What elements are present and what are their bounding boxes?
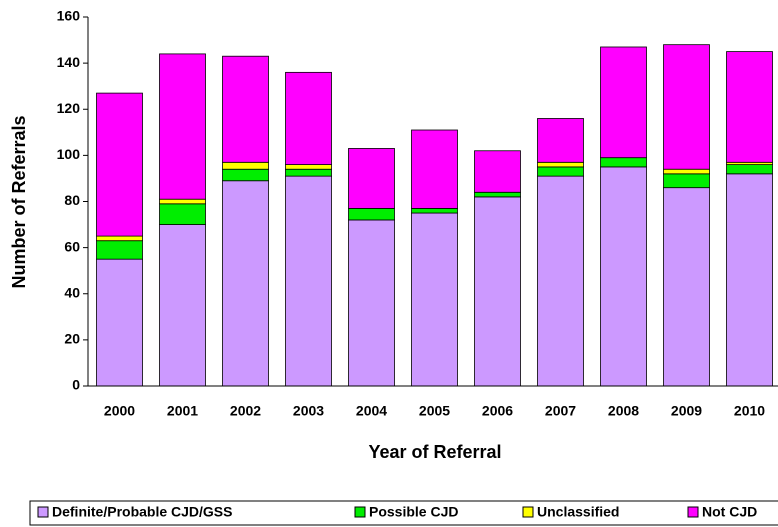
- legend-label: Possible CJD: [369, 504, 458, 520]
- bar-segment: [474, 196, 521, 387]
- y-tick-label: 0: [72, 377, 80, 393]
- bar-segment: [96, 240, 143, 260]
- bar-segment: [222, 55, 269, 163]
- bar-segment: [159, 53, 206, 200]
- bar-segment: [159, 203, 206, 225]
- y-tick-label: 80: [64, 192, 80, 208]
- legend-swatch: [37, 506, 49, 518]
- x-tick-label: 2003: [293, 403, 324, 419]
- bar-segment: [663, 173, 710, 189]
- bar-segment: [96, 258, 143, 387]
- x-tick-label: 2006: [482, 403, 513, 419]
- bar-segment: [222, 168, 269, 182]
- bar-segment: [285, 175, 332, 387]
- legend-swatch: [354, 506, 366, 518]
- x-tick-label: 2010: [734, 403, 765, 419]
- bar-segment: [348, 148, 395, 209]
- bar-segment: [726, 164, 773, 175]
- y-tick-label: 20: [64, 331, 80, 347]
- bar-segment: [411, 129, 458, 209]
- x-tick-label: 2007: [545, 403, 576, 419]
- x-tick-label: 2005: [419, 403, 450, 419]
- bar-segment: [663, 168, 710, 175]
- bar-segment: [348, 208, 395, 221]
- bar-segment: [537, 175, 584, 387]
- bar-segment: [159, 198, 206, 205]
- x-tick-label: 2002: [230, 403, 261, 419]
- y-tick-label: 120: [57, 100, 81, 116]
- y-tick-label: 140: [57, 54, 81, 70]
- bar-segment: [537, 118, 584, 163]
- bar-segment: [222, 161, 269, 170]
- x-tick-label: 2004: [356, 403, 387, 419]
- bar-segment: [726, 51, 773, 163]
- y-axis-title: Number of Referrals: [9, 115, 29, 288]
- bar-segment: [600, 46, 647, 159]
- x-tick-label: 2009: [671, 403, 702, 419]
- bar-segment: [663, 44, 710, 170]
- bar-segment: [411, 212, 458, 387]
- y-tick-label: 40: [64, 284, 80, 300]
- bar-segment: [600, 166, 647, 387]
- bar-segment: [537, 166, 584, 177]
- legend-swatch: [687, 506, 699, 518]
- legend-label: Definite/Probable CJD/GSS: [52, 504, 232, 520]
- x-axis-title: Year of Referral: [368, 442, 501, 462]
- bar-segment: [600, 157, 647, 168]
- y-tick-label: 60: [64, 238, 80, 254]
- bar-segment: [285, 71, 332, 165]
- bar-segment: [474, 150, 521, 193]
- bar-segment: [348, 219, 395, 387]
- x-tick-label: 2000: [104, 403, 135, 419]
- x-tick-label: 2008: [608, 403, 639, 419]
- bar-segment: [222, 180, 269, 387]
- bar-segment: [411, 208, 458, 214]
- y-tick-label: 160: [57, 8, 81, 24]
- bar-segment: [537, 161, 584, 168]
- bar-segment: [285, 168, 332, 177]
- bar-segment: [285, 164, 332, 170]
- bar-segment: [726, 173, 773, 387]
- x-tick-label: 2001: [167, 403, 198, 419]
- legend-swatch: [522, 506, 534, 518]
- legend-label: Unclassified: [537, 504, 619, 520]
- y-tick-label: 100: [57, 146, 81, 162]
- legend-label: Not CJD: [702, 504, 757, 520]
- bar-segment: [96, 235, 143, 242]
- bar-segment: [96, 92, 143, 237]
- bar-segment: [474, 191, 521, 198]
- legend-box: [29, 500, 778, 526]
- bar-segment: [159, 224, 206, 387]
- bar-segment: [663, 187, 710, 387]
